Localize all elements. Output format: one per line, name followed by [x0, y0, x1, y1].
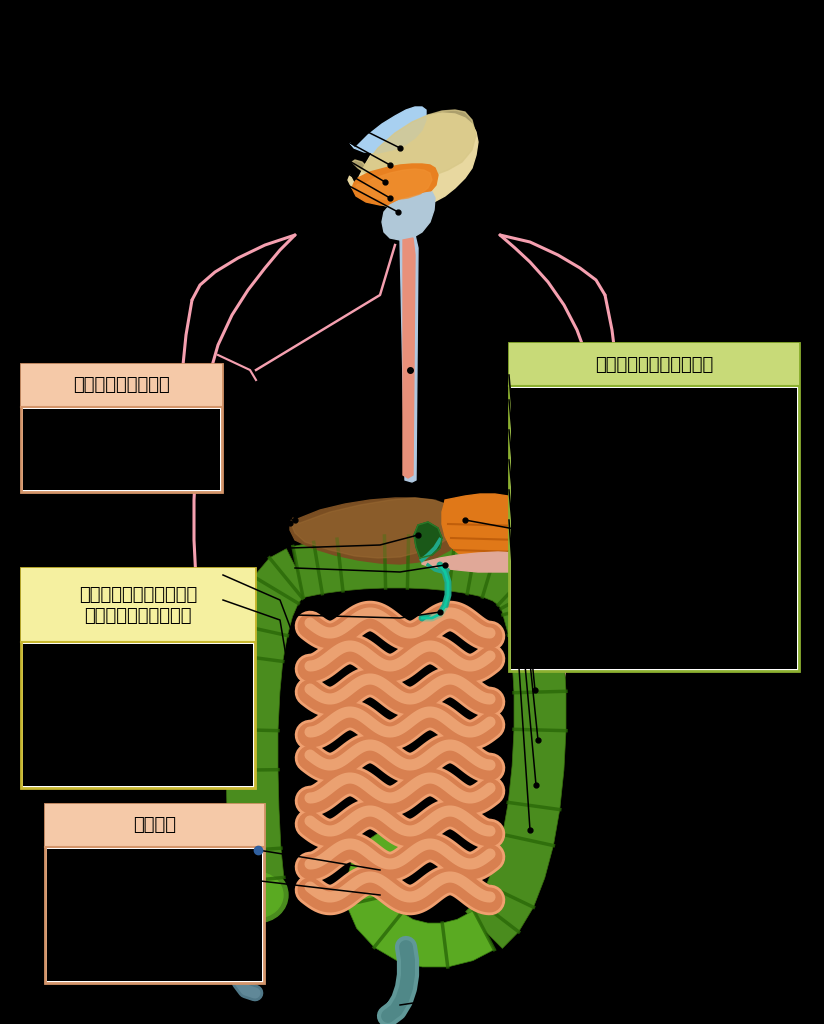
Bar: [22, 409, 221, 489]
Polygon shape: [356, 169, 432, 200]
Bar: [45, 804, 264, 847]
Bar: [45, 804, 264, 983]
Bar: [509, 343, 799, 671]
Bar: [22, 644, 254, 786]
Ellipse shape: [233, 872, 283, 918]
Polygon shape: [226, 549, 310, 883]
Text: வாய்: வாய்: [133, 816, 176, 835]
Ellipse shape: [228, 867, 288, 923]
Text: பெருங்குடல்: பெருங்குடல்: [595, 355, 714, 374]
Polygon shape: [348, 113, 478, 208]
Polygon shape: [400, 234, 418, 482]
Bar: [509, 343, 799, 386]
Text: சிறுகுடல்: சிறுகுடல்: [73, 376, 170, 394]
Bar: [47, 849, 262, 981]
Bar: [511, 388, 798, 669]
Bar: [21, 364, 222, 407]
Polygon shape: [422, 552, 525, 572]
Polygon shape: [352, 164, 438, 205]
Bar: [21, 364, 222, 492]
Polygon shape: [382, 193, 435, 240]
Polygon shape: [414, 522, 442, 558]
Polygon shape: [442, 494, 526, 558]
Polygon shape: [403, 238, 415, 478]
Polygon shape: [293, 536, 553, 616]
Bar: [21, 568, 255, 642]
Polygon shape: [346, 825, 494, 967]
Polygon shape: [352, 110, 476, 181]
Polygon shape: [466, 601, 566, 948]
Polygon shape: [292, 498, 460, 558]
Text: உமிழ்நீர்ச்
சுரப்பிகள்: உமிழ்நீர்ச் சுரப்பிகள்: [79, 586, 197, 625]
Bar: [21, 568, 255, 788]
Polygon shape: [350, 106, 426, 153]
Polygon shape: [290, 498, 464, 564]
